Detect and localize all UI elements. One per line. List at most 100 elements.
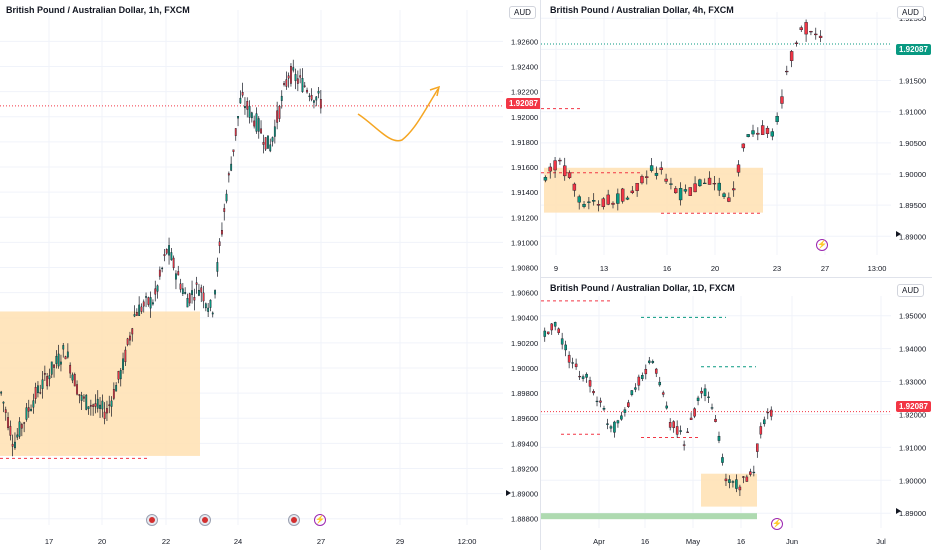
candle [135,312,138,316]
chart-panel-1h[interactable]: 1.92600 1.92400 1.92200 1.92000 1.91800 1.916… [0,0,540,550]
candle [230,163,233,171]
chart-panel-4h[interactable]: 1.925001.920001.915001.910001.905001.900… [541,0,932,277]
candle [138,304,141,316]
candle [717,182,721,191]
candle [211,312,214,315]
price-tick-label: 1.89500 [899,201,926,210]
panel-divider[interactable] [540,0,541,550]
price-tick-label: 1.92000 [899,410,926,419]
candle [122,358,124,370]
candle [315,96,318,101]
candle [818,35,823,38]
price-tick-label: 1.91600 [511,163,538,172]
candle [147,297,150,305]
candle [609,426,613,429]
chart-panel-1d[interactable]: 1.95000 1.94000 1.93000 1.92000 1.91000 1.900… [541,278,932,550]
candle [572,183,577,191]
flag-event-icon[interactable] [199,514,211,526]
currency-badge[interactable]: AUD [897,6,924,19]
candle [756,132,760,135]
candle [313,100,315,103]
candle [577,196,581,203]
time-tick-label: May [686,537,700,546]
candle [564,344,567,351]
candle [630,190,635,194]
candle [728,479,731,483]
candle [308,95,311,97]
price-tick-label: 1.92000 [511,113,538,122]
candle [587,201,591,203]
price-tick-label: 1.90000 [899,476,926,485]
candle [170,252,173,261]
candle [225,193,228,202]
candle [200,287,203,293]
candle [48,375,51,380]
candle [582,204,586,207]
candle [241,92,244,96]
candle [785,70,789,73]
candle [742,476,745,478]
candle [207,307,210,312]
price-tick-label: 1.89200 [511,464,538,473]
candle [60,361,62,365]
flag-event-icon[interactable] [146,514,158,526]
candle [37,385,39,394]
candle [557,328,560,333]
candle [78,394,81,396]
candle [234,128,237,136]
candle [550,323,553,331]
candle [124,349,127,363]
price-tick-label: 1.90400 [511,314,538,323]
candle [94,403,97,407]
candle [634,387,637,390]
candle [620,415,623,420]
candle [161,267,164,270]
projection-arrowhead [429,85,441,97]
candle [574,363,578,368]
currency-badge[interactable]: AUD [897,284,924,297]
candle [727,197,731,202]
flag-event-icon[interactable] [288,514,300,526]
lightning-event-icon[interactable]: ⚡ [771,518,783,530]
currency-badge[interactable]: AUD [509,6,536,19]
candle [672,421,675,429]
chart-1h-canvas[interactable]: 1.92600 1.92400 1.92200 1.92000 1.91800 1.916… [0,0,540,550]
candle [108,404,111,407]
candle [57,353,60,367]
candle [659,167,663,170]
candle [257,118,260,132]
candle [765,127,770,134]
candle [149,297,152,309]
chart-4h-canvas[interactable]: 1.925001.920001.915001.910001.905001.900… [541,0,932,277]
candle [649,165,654,171]
time-tick-label: 16 [663,264,671,273]
candle [766,411,770,414]
lightning-event-icon[interactable]: ⚡ [314,514,326,526]
price-tick-label: 1.89000 [899,232,926,241]
candle [686,431,689,433]
candle [770,131,775,137]
candle [221,230,223,235]
chart-1d-canvas[interactable]: 1.95000 1.94000 1.93000 1.92000 1.91000 1.900… [541,278,932,550]
projection-arrow [357,88,439,142]
candle [620,188,625,202]
panel-divider[interactable] [541,277,932,278]
candle [317,90,320,94]
candle [27,407,30,412]
candle [255,113,258,132]
candle [18,421,21,437]
candle [703,388,707,397]
candle [260,128,262,134]
candle [89,405,92,407]
candle [789,51,794,61]
time-tick-label: 20 [711,264,719,273]
candle [741,143,746,149]
candle [64,356,67,360]
candle [712,183,717,185]
candle [103,411,106,419]
candle [731,481,735,483]
candle [543,177,548,181]
candle [193,297,196,301]
candle [640,176,644,184]
lightning-event-icon[interactable]: ⚡ [816,239,828,251]
